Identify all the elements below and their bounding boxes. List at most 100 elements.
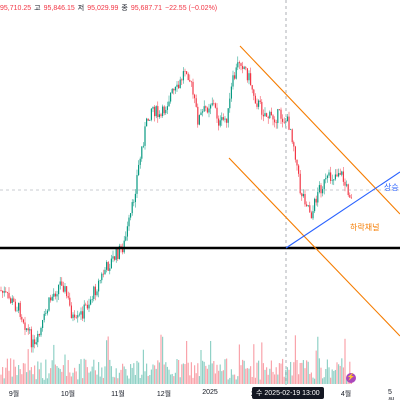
candle-body (91, 299, 93, 300)
volume-bar (14, 366, 16, 384)
volume-bar (184, 364, 186, 384)
candle-body (314, 198, 316, 212)
volume-bar (314, 378, 316, 384)
candle-body (299, 173, 301, 194)
candle-body (274, 119, 276, 123)
volume-bar (304, 368, 306, 384)
lightning-icon[interactable]: ⚡ (346, 373, 356, 383)
volume-bar (285, 369, 287, 384)
open-value: 95,710.25 (0, 5, 32, 12)
candle-body (77, 315, 79, 318)
volume-bar (85, 359, 87, 384)
candle-body (163, 106, 165, 114)
volume-bar (64, 354, 66, 384)
candle-body (138, 164, 140, 176)
up-channel-line[interactable] (285, 171, 400, 249)
candle-body (83, 304, 85, 319)
volume-bar (229, 377, 231, 384)
candle-body (275, 122, 277, 124)
volume-bar (190, 362, 192, 384)
candle-body (22, 319, 24, 323)
volume-bar (256, 362, 258, 384)
volume-bar (243, 360, 245, 384)
volume-bar (170, 374, 172, 384)
candle-body (64, 286, 66, 292)
candle-body (96, 291, 98, 296)
volume-bar (18, 365, 20, 384)
volume-bar (27, 349, 29, 384)
candle-body (112, 256, 114, 259)
candle-body (192, 81, 194, 95)
candle-body (334, 174, 336, 180)
candle-body (304, 194, 306, 205)
candle-body (189, 80, 191, 82)
volume-bar (174, 372, 176, 384)
candle-body (54, 293, 56, 297)
up-channel-label[interactable]: 상승 (384, 183, 399, 192)
volume-bar (40, 362, 42, 384)
candle-body (310, 212, 312, 219)
volume-bar (218, 370, 220, 384)
candle-body (142, 145, 144, 147)
candle-body (197, 106, 199, 125)
down-channel-lower[interactable] (228, 157, 400, 337)
volume-bar (310, 372, 312, 384)
time-tick: 9월 (8, 391, 20, 398)
volume-bar (8, 370, 10, 384)
volume-bar (288, 369, 290, 384)
candle-body (222, 117, 224, 120)
volume-bar (293, 362, 295, 384)
down-channel-upper[interactable] (239, 45, 400, 215)
volume-bar (102, 377, 104, 384)
candle-body (208, 108, 210, 113)
volume-bar (61, 371, 63, 384)
volume-bar (325, 369, 327, 384)
volume-bar (165, 362, 167, 384)
candle-body (27, 328, 29, 331)
volume-bars (0, 334, 352, 384)
volume-bar (294, 335, 296, 384)
candle-body (42, 319, 44, 328)
candle-body (158, 114, 160, 118)
volume-bar (203, 361, 205, 384)
volume-bar (168, 369, 170, 384)
time-tick: 12월 (156, 391, 172, 398)
volume-bar (330, 377, 332, 384)
candle-body (109, 268, 111, 271)
candle-body (72, 314, 74, 319)
volume-bar (232, 374, 234, 384)
candle-body (232, 75, 234, 87)
volume-bar (2, 367, 4, 384)
candle-body (146, 118, 148, 127)
volume-bar (62, 365, 64, 384)
volume-bar (82, 378, 84, 384)
volume-bar (24, 363, 26, 384)
candle-body (5, 291, 7, 293)
down-channel-label[interactable]: 하락채널 (350, 223, 380, 232)
candle-body (24, 322, 26, 330)
candle-body (160, 114, 162, 116)
volume-bar (192, 377, 194, 384)
candle-body (203, 106, 205, 112)
candle-body (323, 179, 325, 190)
volume-bar (3, 378, 5, 384)
candle-body (218, 118, 220, 126)
close-label: 종 (121, 5, 128, 12)
volume-bar (222, 370, 224, 384)
volume-bar (290, 361, 292, 384)
candle-body (0, 290, 2, 291)
candle-body (238, 62, 240, 64)
candle-body (341, 171, 343, 175)
volume-bar (120, 369, 122, 384)
candle-body (16, 310, 18, 312)
volume-bar (88, 372, 90, 384)
time-axis[interactable]: 9월 10월 11월 12월 2025 2월 3월 4월 5월 수 2025-0… (0, 385, 400, 400)
candle-body (221, 117, 223, 121)
candle-body (272, 115, 274, 120)
volume-bar (54, 364, 56, 384)
candle-body (147, 118, 149, 121)
candle-body (330, 172, 332, 181)
volume-bar (317, 336, 319, 384)
